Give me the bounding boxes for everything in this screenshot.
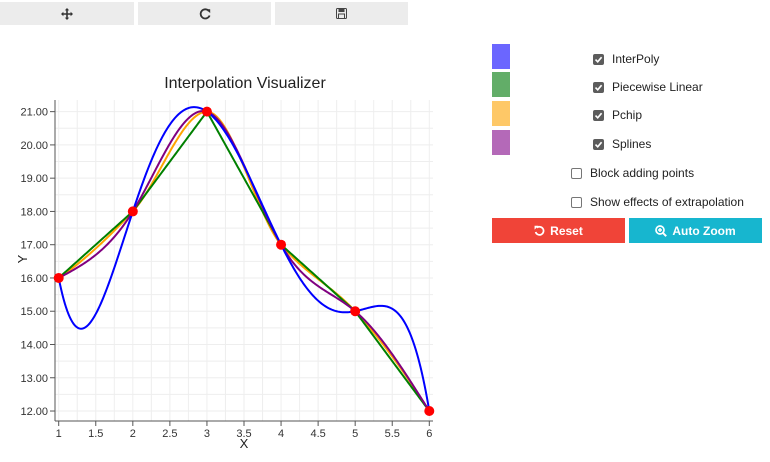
y-tick-label: 17.00: [20, 240, 48, 252]
interpolation-chart[interactable]: Interpolation Visualizer 1 1.5 2 2.5 3 3.5 4 4.…: [0, 28, 470, 462]
y-tick-label: 16.00: [20, 273, 48, 285]
y-tick-label: 18.00: [20, 206, 48, 218]
data-point[interactable]: [201, 106, 212, 117]
x-tick-label: 3.5: [236, 428, 251, 440]
checkbox-piecewise-linear[interactable]: [593, 81, 604, 93]
checkbox-block-adding-points[interactable]: [571, 167, 582, 179]
refresh-button[interactable]: [138, 2, 271, 25]
x-tick-label: 1: [56, 428, 62, 440]
refresh-icon: [199, 7, 210, 19]
pan-button[interactable]: [0, 2, 134, 25]
x-tick-label: 4.5: [310, 428, 325, 440]
data-point[interactable]: [127, 206, 138, 217]
y-tick-label: 15.00: [20, 306, 48, 318]
axes: [50, 100, 433, 426]
toggle-splines-label: Splines: [612, 137, 652, 151]
series-swatch-splines: [492, 130, 510, 155]
toggle-pchip[interactable]: Pchip: [593, 108, 642, 122]
x-tick-label: 4: [278, 428, 284, 440]
data-point[interactable]: [276, 239, 287, 250]
tick-labels: 1 1.5 2 2.5 3 3.5 4 4.5 5 5.5 6 12.00 13.00 14.00 15.0…: [20, 107, 432, 440]
checkbox-splines[interactable]: [593, 138, 604, 150]
y-tick-label: 12.00: [20, 406, 48, 418]
x-tick-label: 2: [130, 428, 136, 440]
data-point[interactable]: [350, 306, 361, 317]
series-swatch-pchip: [492, 101, 510, 126]
y-tick-label: 14.00: [20, 339, 48, 351]
save-button[interactable]: [275, 2, 408, 25]
checkbox-pchip[interactable]: [593, 109, 604, 121]
option-block-adding-points-label: Block adding points: [590, 166, 695, 180]
undo-icon: [534, 225, 545, 236]
zoom-in-icon: [655, 224, 668, 237]
series-swatch-linear: [492, 72, 510, 97]
x-tick-label: 5: [352, 428, 358, 440]
option-extrapolation-label: Show effects of extrapolation: [590, 195, 744, 209]
x-tick-label: 1.5: [88, 428, 103, 440]
auto-zoom-button[interactable]: Auto Zoom: [629, 218, 762, 243]
x-tick-label: 2.5: [162, 428, 177, 440]
x-tick-label: 3: [204, 428, 210, 440]
series-line-linear: [58, 109, 431, 412]
checkbox-interpoly[interactable]: [593, 53, 604, 65]
data-points[interactable]: [53, 106, 435, 417]
y-tick-label: 13.00: [20, 373, 48, 385]
series-lines: [57, 106, 431, 412]
data-point[interactable]: [53, 272, 64, 283]
toggle-pchip-label: Pchip: [612, 108, 643, 122]
toggle-piecewise-linear-label: Piecewise Linear: [612, 80, 703, 94]
reset-button[interactable]: Reset: [492, 218, 625, 243]
toggle-interpoly-label: InterPoly: [612, 52, 660, 66]
y-tick-label: 19.00: [20, 173, 48, 185]
reset-button-label: Reset: [550, 223, 583, 238]
data-point[interactable]: [424, 406, 435, 417]
checkbox-extrapolation[interactable]: [571, 196, 582, 208]
x-tick-label: 6: [426, 428, 432, 440]
y-tick-label: 20.00: [20, 140, 48, 152]
toggle-piecewise-linear[interactable]: Piecewise Linear: [593, 80, 703, 94]
toggle-interpoly[interactable]: InterPoly: [593, 52, 659, 66]
x-axis-label: X: [240, 436, 249, 451]
x-tick-label: 5.5: [385, 428, 400, 440]
chart-title: Interpolation Visualizer: [164, 75, 326, 92]
y-tick-label: 21.00: [20, 107, 48, 119]
option-block-adding-points[interactable]: Block adding points: [571, 166, 694, 180]
auto-zoom-button-label: Auto Zoom: [672, 223, 736, 238]
save-icon: [336, 8, 347, 19]
y-axis-label: Y: [15, 254, 30, 263]
series-swatch-interpoly: [492, 44, 510, 69]
toggle-splines[interactable]: Splines: [593, 137, 651, 151]
move-icon: [61, 7, 73, 20]
option-extrapolation[interactable]: Show effects of extrapolation: [571, 195, 744, 209]
series-line-interpoly: [57, 106, 431, 412]
grid: [55, 100, 433, 421]
